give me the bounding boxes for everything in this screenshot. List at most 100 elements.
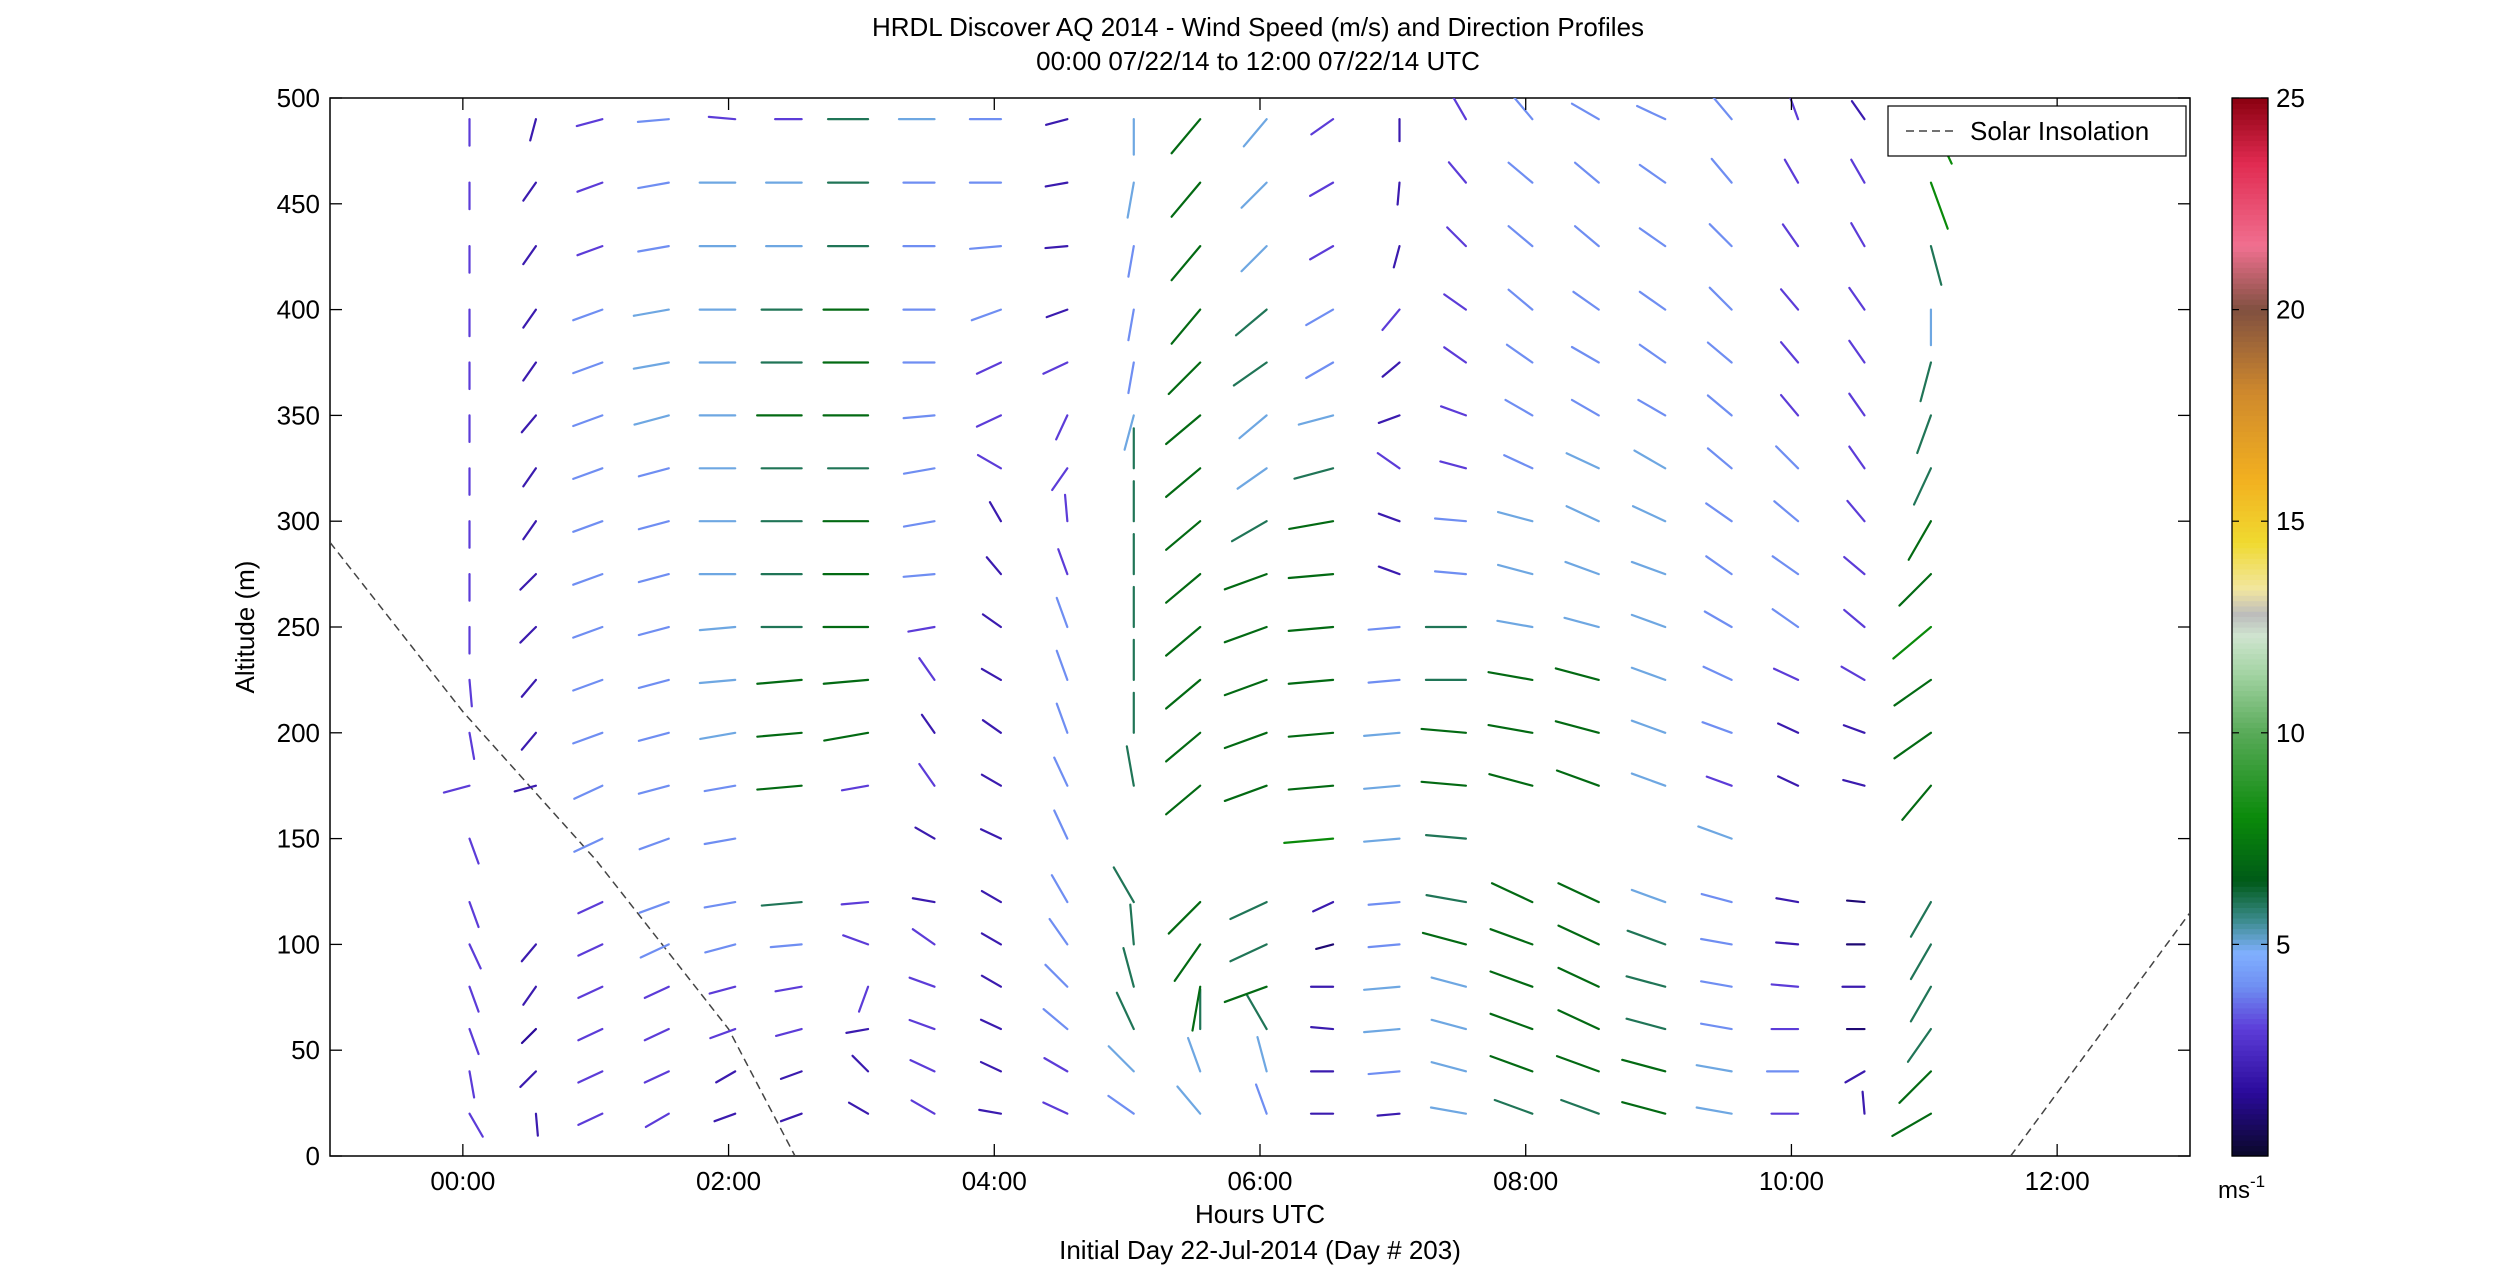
wind-vector (1572, 290, 1600, 311)
wind-vector (1504, 398, 1534, 417)
wind-vector (1433, 570, 1468, 576)
wind-vector (1554, 667, 1600, 682)
wind-vector (909, 1059, 936, 1073)
x-tick-label: 08:00 (1493, 1166, 1558, 1196)
wind-vector (907, 625, 936, 633)
colorbar-segment (2232, 748, 2268, 755)
wind-vector (1240, 181, 1268, 209)
colorbar-segment (2232, 547, 2268, 554)
wind-vector (980, 773, 1003, 787)
colorbar-segment (2232, 923, 2268, 930)
colorbar-segment (2232, 246, 2268, 253)
wind-vector (1287, 625, 1335, 632)
wind-vector (1232, 361, 1268, 387)
colorbar-segment (2232, 1076, 2268, 1083)
wind-vector (577, 943, 604, 957)
wind-vector (468, 943, 482, 970)
wind-vector (1912, 467, 1933, 506)
wind-vector (1305, 361, 1335, 380)
colorbar-segment (2232, 833, 2268, 840)
wind-vector (1452, 98, 1468, 121)
colorbar-segment (2232, 341, 2268, 348)
colorbar-segment (2232, 261, 2268, 268)
wind-vector (1363, 985, 1401, 991)
wind-vector (918, 762, 936, 787)
colorbar-segment (2232, 859, 2268, 866)
wind-vector (1425, 894, 1468, 904)
colorbar-segment (2232, 637, 2268, 644)
wind-vector (1288, 520, 1335, 531)
colorbar-segment (2232, 140, 2268, 147)
wind-vector (1777, 722, 1800, 734)
wind-vector (1630, 772, 1667, 787)
wind-vector (1223, 678, 1268, 697)
wind-vector (1048, 917, 1069, 946)
wind-vector (1176, 1085, 1202, 1115)
colorbar-segment (2232, 775, 2268, 782)
colorbar-segment (2232, 198, 2268, 205)
colorbar-segment (2232, 1066, 2268, 1072)
legend: Solar Insolation (1887, 105, 2187, 157)
wind-vector (1223, 572, 1268, 591)
wind-vector (1496, 510, 1534, 523)
colorbar-segment (2232, 595, 2268, 602)
wind-vector (1127, 245, 1135, 278)
wind-vector (1909, 985, 1933, 1023)
wind-vector (988, 501, 1003, 523)
colorbar-segment (2232, 939, 2268, 945)
wind-vector (577, 985, 604, 1000)
wind-vector (1287, 731, 1335, 738)
colorbar-segment (2232, 367, 2268, 374)
wind-vector (1489, 928, 1534, 946)
colorbar-segment (2232, 98, 2268, 104)
wind-vector (1507, 288, 1534, 311)
colorbar-segment (2232, 182, 2268, 189)
colorbar-segment (2232, 494, 2268, 501)
wind-vector (1630, 613, 1667, 629)
colorbar-segment (2232, 632, 2268, 639)
colorbar-segment (2232, 441, 2268, 448)
wind-vector (1573, 225, 1600, 248)
wind-vector (1489, 1012, 1534, 1031)
wind-vector (1430, 1018, 1468, 1031)
colorbar-segment (2232, 1150, 2268, 1157)
wind-vector (1929, 245, 1943, 286)
colorbar-segment (2232, 912, 2268, 919)
colorbar-segment (2232, 1039, 2268, 1046)
wind-vector (573, 837, 604, 853)
colorbar-segment (2232, 727, 2268, 734)
wind-vector (1123, 414, 1135, 451)
wind-vector (1287, 678, 1335, 685)
colorbar-segment (2232, 1071, 2268, 1078)
wind-vector (976, 453, 1003, 470)
y-axis-label: Altitude (m) (230, 561, 260, 694)
wind-vector (1846, 499, 1866, 523)
wind-vector (1392, 245, 1401, 269)
wind-vector (1042, 361, 1069, 375)
wind-vector (1631, 505, 1667, 523)
wind-vector (1167, 361, 1202, 396)
colorbar-segment (2232, 753, 2268, 760)
wind-vector (644, 1112, 670, 1129)
solar-insolation-layer (330, 541, 2190, 1156)
wind-vector (1638, 163, 1667, 184)
wind-vector (1367, 1070, 1401, 1076)
colorbar-segment (2232, 219, 2268, 226)
wind-vector (1901, 784, 1933, 821)
wind-vector (1573, 161, 1600, 184)
wind-vector (522, 520, 538, 541)
colorbar-segment (2232, 812, 2268, 819)
colorbar-segment (2232, 542, 2268, 549)
wind-vector (980, 932, 1003, 946)
colorbar-segment (2232, 373, 2268, 379)
colorbar-segment (2232, 854, 2268, 861)
colorbar-segment (2232, 743, 2268, 750)
colorbar-segment (2232, 584, 2268, 591)
colorbar-segment (2232, 838, 2268, 845)
wind-vector (519, 572, 538, 591)
wind-vector (1848, 339, 1866, 364)
wind-vector (1165, 414, 1202, 446)
wind-vector (1420, 780, 1468, 787)
wind-vector (1505, 343, 1534, 364)
colorbar-segment (2232, 336, 2268, 342)
